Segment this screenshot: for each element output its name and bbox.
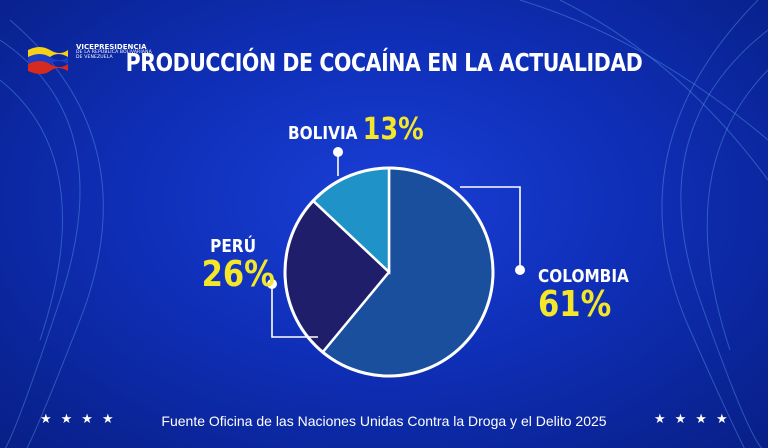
label-colombia-name: COLOMBIA xyxy=(538,266,629,287)
label-bolivia-name: BOLIVIA xyxy=(288,123,358,144)
label-colombia: COLOMBIA 61% xyxy=(538,266,629,323)
stars-right-icon: ★★★★ xyxy=(654,412,737,427)
pie-outline xyxy=(283,166,495,378)
label-peru-value: 26% xyxy=(201,254,275,295)
label-peru: PERÚ 26% xyxy=(201,236,275,295)
leader-dot-bolivia xyxy=(333,147,343,157)
label-bolivia: BOLIVIA 13% xyxy=(288,112,424,147)
leader-line-colombia xyxy=(460,186,521,266)
source-note: Fuente Oficina de las Naciones Unidas Co… xyxy=(161,413,607,429)
label-peru-name: PERÚ xyxy=(210,236,256,257)
venezuela-flag-icon xyxy=(28,47,68,74)
chart-title: PRODUCCIÓN DE COCAÍNA EN LA ACTUALIDAD xyxy=(125,48,643,77)
leader-line-peru xyxy=(271,288,318,338)
label-bolivia-value: 13% xyxy=(362,112,424,147)
stars-left-icon: ★★★★ xyxy=(40,412,123,427)
label-colombia-value: 61% xyxy=(538,284,612,325)
logo-subtitle-2: DE VENEZUELA xyxy=(76,55,113,61)
logo: VICEPRESIDENCIA DE LA REPÚBLICA BOLIVARI… xyxy=(26,43,152,74)
logo-title: VICEPRESIDENCIA xyxy=(76,43,147,51)
leader-dot-colombia xyxy=(515,265,525,275)
leader-dot-peru xyxy=(267,279,277,289)
logo-subtitle: DE LA REPÚBLICA BOLIVARIANA xyxy=(76,50,152,56)
